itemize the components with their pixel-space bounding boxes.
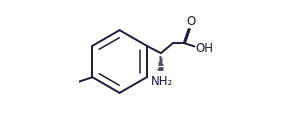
Text: NH₂: NH₂: [150, 75, 173, 88]
Text: OH: OH: [195, 42, 213, 55]
Text: O: O: [186, 15, 195, 28]
